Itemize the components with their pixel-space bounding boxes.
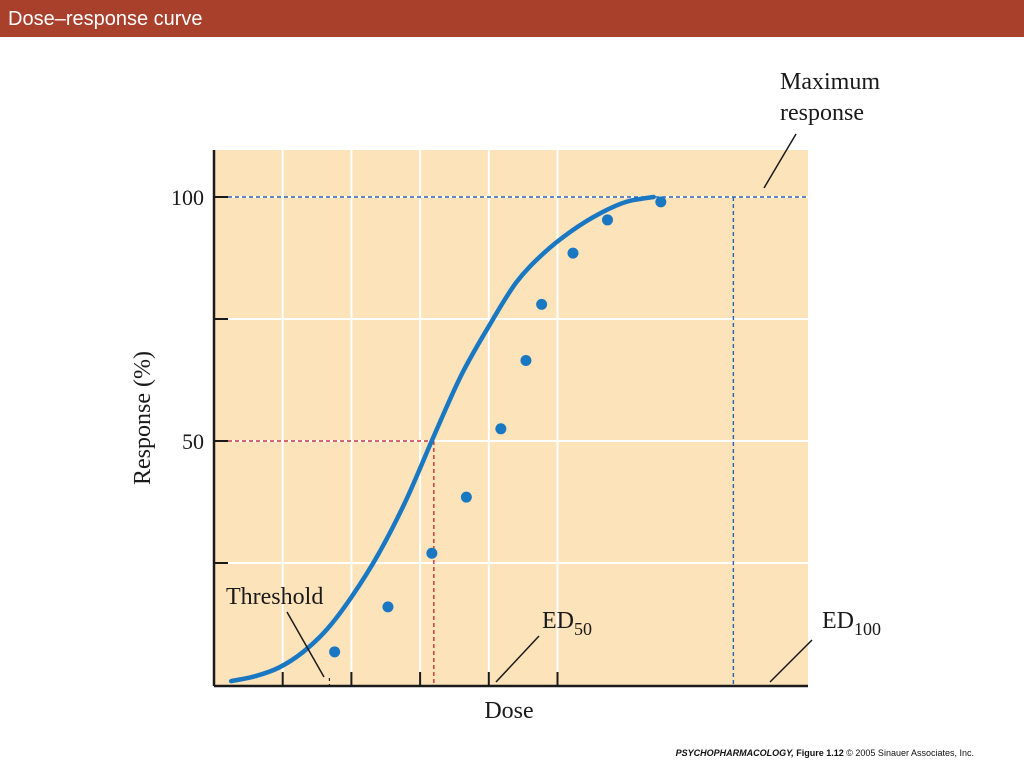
- caption-copyright: © 2005 Sinauer Associates, Inc.: [843, 748, 974, 758]
- caption-figure: Figure 1.12: [793, 748, 844, 758]
- data-point: [329, 646, 341, 658]
- data-point: [567, 247, 579, 259]
- plot-background: [214, 150, 808, 686]
- data-point: [520, 354, 532, 366]
- max-response-label-line1: Maximum: [780, 69, 880, 95]
- caption-book: PSYCHOPHARMACOLOGY,: [675, 748, 794, 758]
- data-point: [536, 298, 548, 310]
- ed100-leader: [769, 639, 813, 683]
- y-tick-label: 50: [182, 429, 204, 454]
- data-point: [601, 214, 613, 226]
- threshold-label: Threshold: [226, 584, 323, 610]
- data-points: [329, 196, 667, 658]
- threshold-leader: [286, 611, 325, 678]
- labels: Maximum response Threshold ED50 ED100: [226, 69, 881, 683]
- ed50-label: ED50: [542, 608, 592, 639]
- y-tick-label: 100: [171, 185, 204, 210]
- ed100-label: ED100: [822, 608, 881, 639]
- x-axis-label: Dose: [484, 698, 533, 724]
- ed50-leader: [495, 635, 540, 683]
- max-response-label-line2: response: [780, 100, 864, 126]
- figure-caption: PSYCHOPHARMACOLOGY, Figure 1.12 © 2005 S…: [676, 748, 974, 758]
- data-point: [382, 601, 394, 613]
- max-response-leader: [763, 133, 797, 189]
- data-point: [460, 491, 472, 503]
- data-point: [426, 547, 438, 559]
- data-point: [655, 196, 667, 208]
- guide-lines: [214, 196, 808, 686]
- title-bar: Dose–response curve: [0, 0, 1024, 37]
- series-line-dose-response: [228, 194, 656, 684]
- data-point: [495, 423, 507, 435]
- y-axis-label: Response (%): [130, 351, 156, 485]
- slide-title: Dose–response curve: [8, 8, 203, 30]
- axes: 100 50 Dose Response (%): [130, 150, 808, 724]
